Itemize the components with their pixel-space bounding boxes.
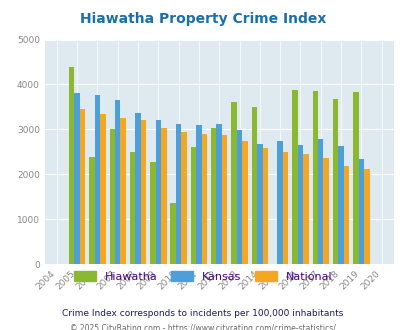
Bar: [297, 145, 303, 264]
Bar: [277, 142, 282, 264]
Text: Crime Index corresponds to incidents per 100,000 inhabitants: Crime Index corresponds to incidents per…: [62, 309, 343, 317]
Bar: [251, 107, 256, 264]
Bar: [363, 169, 369, 264]
Bar: [74, 93, 80, 264]
Bar: [175, 124, 181, 264]
Bar: [141, 120, 146, 264]
Bar: [317, 139, 323, 264]
Bar: [236, 130, 242, 264]
Bar: [303, 154, 308, 264]
Bar: [80, 109, 85, 264]
Bar: [135, 113, 141, 264]
Bar: [242, 142, 247, 264]
Bar: [216, 123, 222, 264]
Legend: Hiawatha, Kansas, National: Hiawatha, Kansas, National: [69, 267, 336, 286]
Bar: [170, 203, 175, 264]
Bar: [196, 125, 201, 264]
Bar: [120, 118, 126, 264]
Bar: [201, 134, 207, 264]
Bar: [282, 152, 288, 264]
Bar: [292, 90, 297, 264]
Bar: [69, 67, 74, 264]
Bar: [89, 157, 94, 264]
Bar: [256, 144, 262, 264]
Bar: [190, 147, 196, 264]
Bar: [337, 147, 343, 264]
Bar: [150, 162, 155, 264]
Bar: [100, 114, 105, 264]
Bar: [343, 166, 348, 264]
Bar: [358, 159, 363, 264]
Bar: [323, 158, 328, 264]
Bar: [109, 129, 115, 264]
Bar: [161, 128, 166, 264]
Bar: [211, 128, 216, 264]
Bar: [130, 152, 135, 264]
Bar: [312, 91, 317, 264]
Bar: [222, 135, 227, 264]
Bar: [115, 100, 120, 264]
Bar: [181, 132, 186, 264]
Bar: [231, 102, 236, 264]
Bar: [332, 99, 337, 264]
Bar: [352, 92, 358, 264]
Bar: [94, 95, 100, 264]
Text: Hiawatha Property Crime Index: Hiawatha Property Crime Index: [80, 12, 325, 25]
Text: © 2025 CityRating.com - https://www.cityrating.com/crime-statistics/: © 2025 CityRating.com - https://www.city…: [70, 324, 335, 330]
Bar: [262, 148, 267, 264]
Bar: [155, 120, 161, 264]
